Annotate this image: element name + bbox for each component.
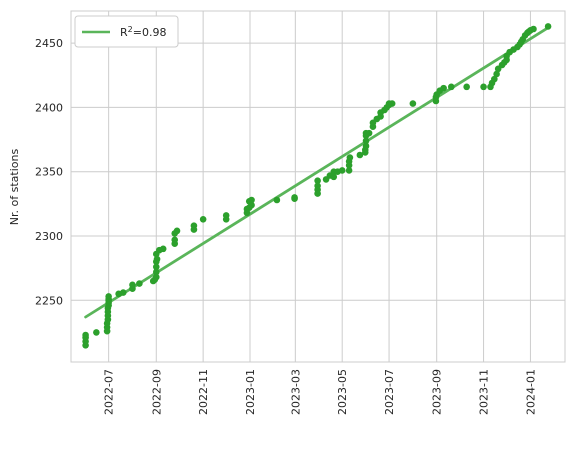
fit-line — [84, 26, 550, 319]
data-point — [338, 167, 346, 174]
y-tick-label: 2300 — [35, 230, 63, 243]
data-point — [171, 236, 179, 244]
data-point — [330, 173, 338, 181]
fit-line-segment — [84, 26, 550, 319]
data-point — [152, 273, 160, 281]
data-point — [346, 154, 354, 161]
x-tick-label: 2024-01 — [524, 369, 537, 415]
data-point — [345, 167, 353, 174]
data-point — [248, 201, 255, 209]
legend-box — [74, 15, 179, 48]
data-point — [365, 129, 373, 137]
data-point — [248, 196, 255, 204]
data-point — [493, 70, 500, 78]
data-point — [544, 23, 552, 30]
data-point — [409, 100, 417, 107]
data-point — [173, 227, 181, 235]
data-point — [190, 222, 198, 230]
data-point — [314, 182, 321, 190]
data-point — [273, 196, 281, 204]
plot-frame — [70, 10, 566, 363]
data-point — [463, 83, 470, 91]
data-point — [152, 263, 160, 271]
y-tick-label: 2450 — [35, 37, 63, 50]
data-point — [530, 25, 537, 33]
data-point — [152, 268, 160, 276]
data-point — [440, 84, 447, 92]
x-tick-label: 2023-01 — [244, 369, 257, 415]
data-point — [362, 137, 370, 145]
x-tick-label: 2022-11 — [197, 369, 210, 415]
x-tick-label: 2023-03 — [289, 369, 302, 415]
data-point — [356, 151, 364, 159]
data-point — [291, 194, 298, 201]
y-tick-label: 2400 — [35, 101, 63, 114]
data-point — [119, 289, 127, 296]
data-point — [136, 280, 143, 287]
data-point — [199, 215, 207, 223]
legend-label: R2=0.98 — [120, 25, 166, 39]
y-tick-label: 2350 — [35, 166, 63, 179]
data-point — [153, 255, 161, 263]
data-point — [447, 83, 455, 91]
data-point — [491, 75, 498, 83]
x-tick-label: 2023-05 — [336, 369, 349, 415]
x-tick-label: 2023-09 — [431, 369, 444, 415]
x-tick-label: 2023-07 — [383, 369, 396, 415]
data-point — [105, 293, 112, 300]
y-tick-label: 2250 — [35, 294, 63, 307]
x-tick-label: 2022-07 — [103, 369, 116, 415]
data-point — [362, 142, 370, 150]
data-point — [480, 83, 487, 91]
data-point — [222, 212, 230, 219]
x-tick-label: 2022-09 — [150, 369, 163, 415]
x-axis-ticks: 2022-07 2022-09 2022-11 2023-01 2023-03 2023-… — [103, 369, 538, 415]
data-point — [159, 245, 167, 253]
data-points — [82, 23, 552, 349]
y-axis-title: Nr. of stations — [8, 149, 21, 226]
data-point — [314, 177, 321, 185]
data-point — [129, 281, 136, 289]
legend: R2=0.98 — [74, 15, 179, 48]
y-axis-ticks: 2250 2300 2350 2400 2450 — [35, 37, 63, 307]
data-point — [388, 100, 396, 107]
x-tick-label: 2023-11 — [478, 369, 491, 415]
data-point — [93, 329, 100, 336]
data-point — [82, 331, 89, 339]
